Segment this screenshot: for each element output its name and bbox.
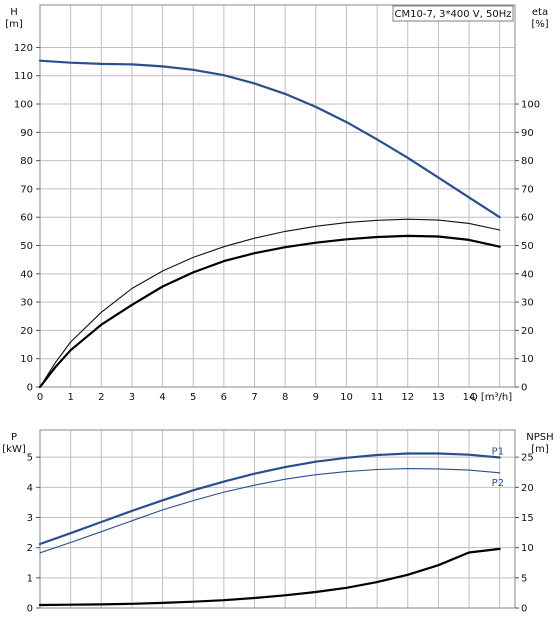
right-axis-title: [m] (531, 444, 549, 455)
x-tick-label: 8 (282, 392, 288, 403)
right-tick-label: 20 (521, 483, 534, 494)
right-tick-label: 0 (521, 383, 527, 394)
right-axis-title: eta (532, 7, 548, 18)
curve-line (39, 218, 501, 388)
left-tick-label: 40 (20, 269, 33, 280)
x-tick-label: 2 (98, 392, 104, 403)
x-tick-label: 1 (67, 392, 73, 403)
curve-line (38, 547, 501, 607)
left-tick-label: 2 (27, 543, 33, 554)
left-axis-title: [m] (5, 19, 23, 30)
left-tick-label: 50 (20, 241, 33, 252)
plot-frame (39, 429, 516, 609)
curve-line (38, 452, 501, 546)
right-axis-title: NPSH (526, 432, 553, 443)
right-tick-label: 50 (521, 241, 534, 252)
right-tick-label: 30 (521, 298, 534, 309)
left-tick-label: 70 (20, 184, 33, 195)
left-tick-label: 0 (27, 383, 33, 394)
right-tick-label: 10 (521, 354, 534, 365)
right-tick-label: 25 (521, 453, 534, 464)
left-tick-label: 3 (27, 513, 33, 524)
right-tick-label: 90 (521, 128, 534, 139)
right-tick-label: 40 (521, 269, 534, 280)
x-axis-title: Q [m³/h] (470, 392, 512, 403)
x-tick-label: 5 (190, 392, 196, 403)
left-tick-label: 4 (27, 483, 33, 494)
x-tick-label: 13 (432, 392, 445, 403)
left-tick-label: 5 (27, 453, 33, 464)
curve-name-label: P2 (492, 478, 504, 489)
left-axis-title: H (10, 7, 18, 18)
left-tick-label: 0 (27, 604, 33, 615)
curve-name-label: P1 (492, 446, 504, 457)
left-tick-label: 30 (20, 298, 33, 309)
plot-background (40, 430, 515, 608)
left-tick-label: 110 (14, 71, 33, 82)
right-tick-label: 5 (521, 573, 527, 584)
right-tick-label: 0 (521, 604, 527, 615)
plot-frame (39, 4, 516, 388)
right-tick-label: 80 (521, 156, 534, 167)
right-tick-label: 70 (521, 184, 534, 195)
right-tick-label: 60 (521, 213, 534, 224)
right-tick-label: 100 (521, 100, 540, 111)
left-tick-label: 20 (20, 326, 33, 337)
chart-title: CM10-7, 3*400 V, 50Hz (395, 9, 512, 20)
x-tick-label: 7 (251, 392, 257, 403)
left-tick-label: 120 (14, 43, 33, 54)
x-tick-label: 9 (313, 392, 319, 403)
curve-line (39, 468, 501, 554)
x-tick-label: 14 (463, 392, 476, 403)
x-tick-label: 6 (221, 392, 227, 403)
x-tick-label: 4 (159, 392, 165, 403)
left-tick-label: 10 (20, 354, 33, 365)
left-axis-title: [kW] (2, 444, 26, 455)
right-axis-title: [%] (531, 19, 548, 30)
x-tick-label: 0 (37, 392, 43, 403)
left-tick-label: 60 (20, 213, 33, 224)
curve-line (38, 59, 501, 219)
title-box (392, 5, 514, 22)
x-tick-label: 3 (129, 392, 135, 403)
left-tick-label: 1 (27, 573, 33, 584)
x-tick-label: 11 (371, 392, 384, 403)
right-tick-label: 15 (521, 513, 534, 524)
plot-background (40, 5, 515, 387)
right-tick-label: 10 (521, 543, 534, 554)
left-tick-label: 80 (20, 156, 33, 167)
curve-line (38, 234, 501, 389)
left-tick-label: 100 (14, 100, 33, 111)
x-tick-label: 10 (340, 392, 353, 403)
left-axis-title: P (11, 432, 17, 443)
left-tick-label: 90 (20, 128, 33, 139)
right-tick-label: 20 (521, 326, 534, 337)
x-tick-label: 12 (401, 392, 414, 403)
